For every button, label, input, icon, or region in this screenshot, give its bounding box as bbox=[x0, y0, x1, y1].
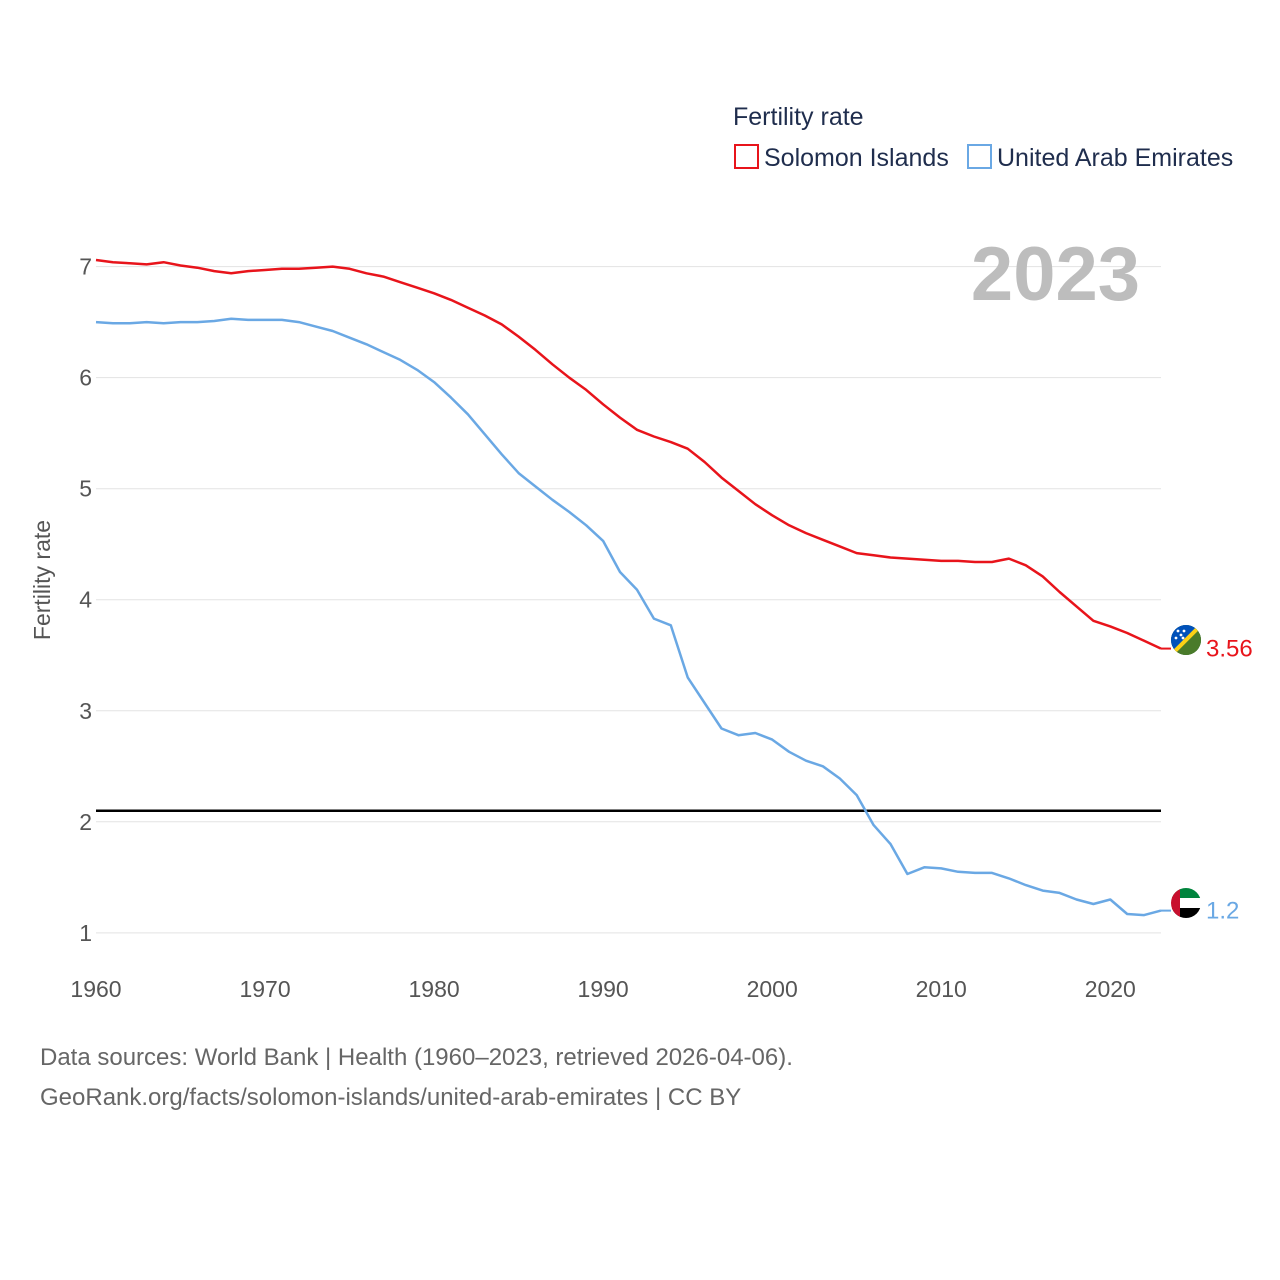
series-line-united-arab-emirates bbox=[95, 317, 1162, 917]
legend-title: Fertility rate bbox=[733, 103, 864, 131]
y-axis: 1 2 3 4 5 6 7 bbox=[79, 254, 92, 946]
legend-swatch-united-arab-emirates bbox=[967, 144, 992, 169]
x-tick-label: 2000 bbox=[747, 976, 798, 1002]
y-tick-label: 5 bbox=[79, 476, 92, 502]
legend-swatch-solomon-islands bbox=[734, 144, 759, 169]
x-tick-label: 2010 bbox=[916, 976, 967, 1002]
end-label-solomon-islands: 3.56 bbox=[1206, 636, 1253, 663]
grid bbox=[96, 266, 1161, 934]
x-tick-label: 1970 bbox=[239, 976, 290, 1002]
footer-source: Data sources: World Bank | Health (1960–… bbox=[40, 1044, 793, 1071]
legend: Fertility rate Solomon Islands United Ar… bbox=[733, 103, 1233, 172]
y-tick-label: 6 bbox=[79, 365, 92, 391]
x-axis: 1960 1970 1980 1990 2000 2010 2020 bbox=[70, 976, 1135, 1002]
legend-label-united-arab-emirates: United Arab Emirates bbox=[997, 144, 1233, 172]
series-line-solomon-islands bbox=[95, 258, 1162, 650]
uae-flag-icon bbox=[1171, 888, 1201, 918]
y-axis-title: Fertility rate bbox=[29, 520, 55, 640]
x-tick-label: 1960 bbox=[70, 976, 121, 1002]
legend-label-solomon-islands: Solomon Islands bbox=[764, 144, 949, 172]
year-badge: 2023 bbox=[971, 232, 1140, 317]
solomon-islands-flag-icon bbox=[1171, 625, 1201, 655]
y-tick-label: 3 bbox=[79, 698, 92, 724]
footer-link: GeoRank.org/facts/solomon-islands/united… bbox=[40, 1084, 742, 1111]
y-tick-label: 7 bbox=[79, 254, 92, 280]
x-tick-label: 1980 bbox=[409, 976, 460, 1002]
y-tick-label: 1 bbox=[79, 920, 92, 946]
x-tick-label: 2020 bbox=[1085, 976, 1136, 1002]
end-label-united-arab-emirates: 1.2 bbox=[1206, 898, 1239, 925]
y-tick-label: 2 bbox=[79, 809, 92, 835]
x-tick-label: 1990 bbox=[578, 976, 629, 1002]
y-tick-label: 4 bbox=[79, 587, 92, 613]
